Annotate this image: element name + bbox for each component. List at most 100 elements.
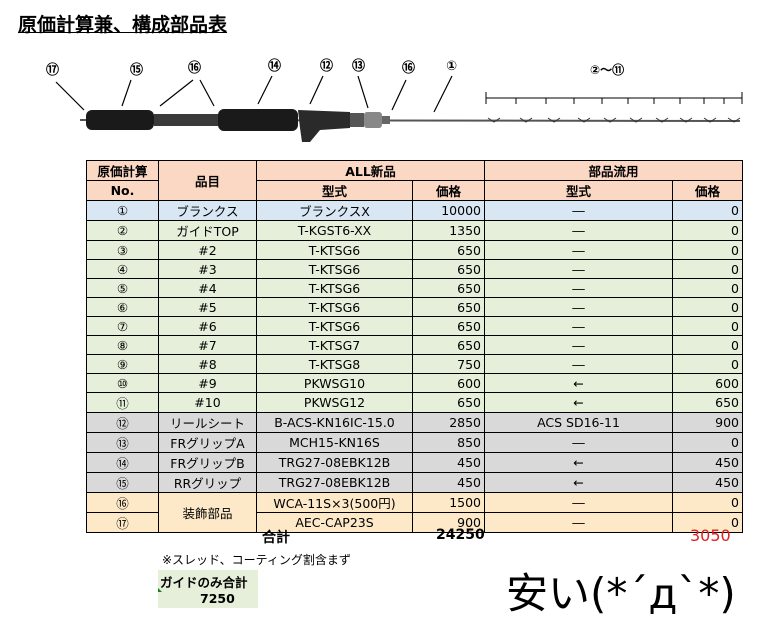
note-text: ※スレッド、コーティング割含まず: [162, 553, 351, 567]
cell-model: ブランクスX: [256, 200, 413, 221]
cell-no: ⑮: [86, 472, 159, 493]
table-row: ⑭ FRグリップB TRG27-08EBK12B 450 ← 450: [86, 452, 743, 473]
cell-model: T-KTSG6: [256, 316, 413, 336]
cell-no: ⑨: [86, 354, 159, 374]
cell-used-price: 450: [672, 452, 743, 473]
cell-price: 650: [412, 392, 485, 413]
header-item: 品目: [158, 160, 257, 201]
cell-price: 750: [412, 354, 485, 374]
cell-model: T-KTSG6: [256, 259, 413, 279]
cell-used-model: ―: [484, 354, 673, 374]
cell-price: 650: [412, 297, 485, 317]
cell-used-price: 600: [672, 373, 743, 393]
cell-price: 600: [412, 373, 485, 393]
cell-used-price: 0: [672, 316, 743, 336]
cell-model: T-KGST6-XX: [256, 220, 413, 241]
cell-used-model: ←: [484, 373, 673, 393]
cell-item: #4: [158, 278, 257, 298]
table-row: ⑧ #7 T-KTSG7 650 ― 0: [86, 335, 743, 355]
cell-item: ブランクス: [158, 200, 257, 221]
cell-used-model: ←: [484, 392, 673, 413]
cell-no: ⑯: [86, 492, 159, 513]
guide-total-box: [158, 570, 258, 608]
cell-model: B-ACS-KN16IC-15.0: [256, 412, 413, 433]
cell-no: ②: [86, 220, 159, 241]
cell-no: ⑥: [86, 297, 159, 317]
cell-used-price: 0: [672, 335, 743, 355]
table-row: ⑨ #8 T-KTSG8 750 ― 0: [86, 354, 743, 374]
cell-model: T-KTSG8: [256, 354, 413, 374]
cell-used-price: 0: [672, 259, 743, 279]
cell-model: T-KTSG7: [256, 335, 413, 355]
cell-model: TRG27-08EBK12B: [256, 452, 413, 473]
header-no-top: 原価計算: [86, 160, 159, 181]
callout-15: ⑮: [130, 62, 143, 78]
table-row: ⑩ #9 PKWSG10 600 ← 600: [86, 373, 743, 393]
cell-used-model: ―: [484, 240, 673, 260]
cell-used-model: ―: [484, 278, 673, 298]
guide-total-value: 7250: [200, 591, 235, 606]
table-row: ⑫ リールシート B-ACS-KN16IC-15.0 2850 ACS SD16-11 9…: [86, 412, 743, 433]
cell-model: AEC-CAP23S: [256, 512, 413, 533]
header-group-used: 部品流用: [484, 160, 743, 181]
cell-item: #10: [158, 392, 257, 413]
cell-model: T-KTSG6: [256, 278, 413, 298]
cell-item: FRグリップA: [158, 432, 257, 453]
cell-no: ③: [86, 240, 159, 260]
cell-used-price: 0: [672, 200, 743, 221]
table-row: ④ #3 T-KTSG6 650 ― 0: [86, 259, 743, 279]
cell-used-price: 0: [672, 220, 743, 241]
cell-used-price: 0: [672, 512, 743, 533]
exclamation-text: 安い(*´д`*): [506, 569, 736, 618]
table-row: ⑰ AEC-CAP23S 900 ― 0: [86, 512, 743, 533]
cell-used-price: 0: [672, 240, 743, 260]
rod-diagram: ⑰ ⑮ ⑯ ⑭ ⑫ ⑬ ⑯ ① ②～⑪: [46, 58, 743, 142]
cell-price: 2850: [412, 412, 485, 433]
cell-item: #9: [158, 373, 257, 393]
table-row: ⑮ RRグリップ TRG27-08EBK12B 450 ← 450: [86, 472, 743, 493]
cell-no: ①: [86, 200, 159, 221]
guide-total-label: ガイドのみ合計: [160, 575, 248, 590]
cell-item: ガイドTOP: [158, 220, 257, 241]
header-group-new: ALL新品: [256, 160, 485, 181]
cell-used-model: ―: [484, 316, 673, 336]
table-row: ⑦ #6 T-KTSG6 650 ― 0: [86, 316, 743, 336]
cell-no: ⑭: [86, 452, 159, 473]
cell-no: ④: [86, 259, 159, 279]
cell-price: 650: [412, 240, 485, 260]
total-label: 合計: [262, 530, 290, 546]
cell-item: #8: [158, 354, 257, 374]
cell-no: ⑦: [86, 316, 159, 336]
cell-item: #7: [158, 335, 257, 355]
cell-price: 450: [412, 452, 485, 473]
cell-used-model: ―: [484, 512, 673, 533]
callout-17: ⑰: [46, 62, 59, 78]
table-row: ① ブランクス ブランクスX 10000 ― 0: [86, 200, 743, 221]
cell-used-model: ―: [484, 432, 673, 453]
table-row: ⑤ #4 T-KTSG6 650 ― 0: [86, 278, 743, 298]
cell-no: ⑪: [86, 392, 159, 413]
table-row: ⑯ 装飾部品 WCA-11S×3(500円) 1500 ― 0: [86, 492, 743, 533]
cell-item: RRグリップ: [158, 472, 257, 493]
table-row: ⑬ FRグリップA MCH15-KN16S 850 ― 0: [86, 432, 743, 453]
cell-used-price: 0: [672, 354, 743, 374]
cell-price: 650: [412, 316, 485, 336]
cell-used-price: 0: [672, 297, 743, 317]
table-row: ② ガイドTOP T-KGST6-XX 1350 ― 0: [86, 220, 743, 241]
cell-used-price: 0: [672, 492, 743, 513]
cell-used-price: 0: [672, 432, 743, 453]
cell-used-model: ―: [484, 259, 673, 279]
cell-used-model: ―: [484, 297, 673, 317]
cell-used-model: ←: [484, 452, 673, 473]
cell-price: 1500: [412, 492, 485, 513]
cell-no: ⑤: [86, 278, 159, 298]
cell-price: 900: [412, 512, 485, 533]
callout-16b: ⑯: [402, 60, 415, 76]
header-no-bottom: No.: [86, 180, 159, 201]
cell-used-price: 650: [672, 392, 743, 413]
cell-used-price: 450: [672, 472, 743, 493]
cell-used-price: 900: [672, 412, 743, 433]
cell-model: TRG27-08EBK12B: [256, 472, 413, 493]
cell-used-model: ―: [484, 220, 673, 241]
cell-price: 1350: [412, 220, 485, 241]
